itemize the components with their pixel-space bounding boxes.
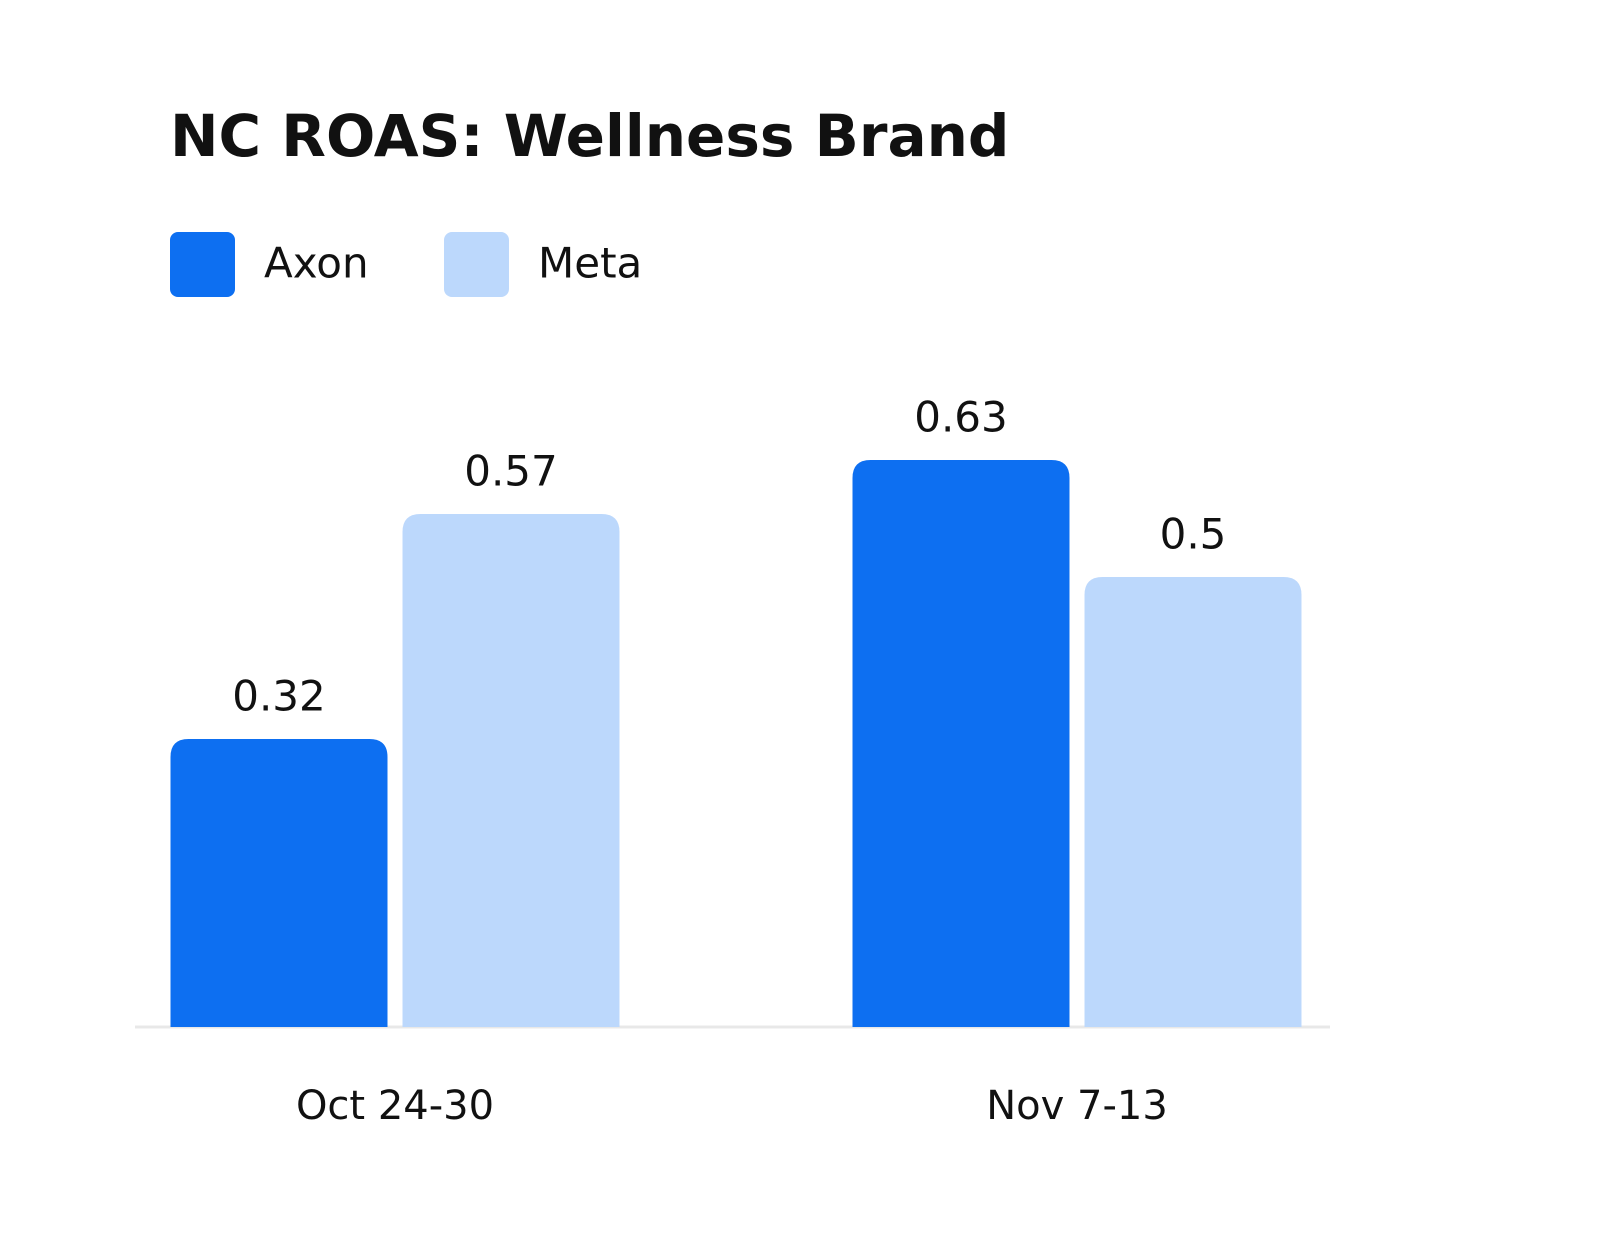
chart-title: NC ROAS: Wellness Brand: [170, 102, 1009, 170]
value-label: 0.63: [914, 393, 1008, 442]
x-tick-label: Nov 7-13: [986, 1083, 1168, 1129]
value-label: 0.32: [232, 672, 326, 721]
legend-label: Axon: [264, 239, 369, 288]
legend-swatch: [170, 232, 235, 297]
legend-label: Meta: [538, 239, 642, 288]
value-label: 0.57: [464, 447, 558, 496]
bar: [1084, 577, 1302, 1027]
bar: [170, 739, 388, 1027]
legend-swatch: [444, 232, 509, 297]
bar: [402, 514, 620, 1027]
x-tick-label: Oct 24-30: [296, 1083, 494, 1129]
bar: [852, 460, 1070, 1027]
value-label: 0.5: [1160, 510, 1227, 559]
